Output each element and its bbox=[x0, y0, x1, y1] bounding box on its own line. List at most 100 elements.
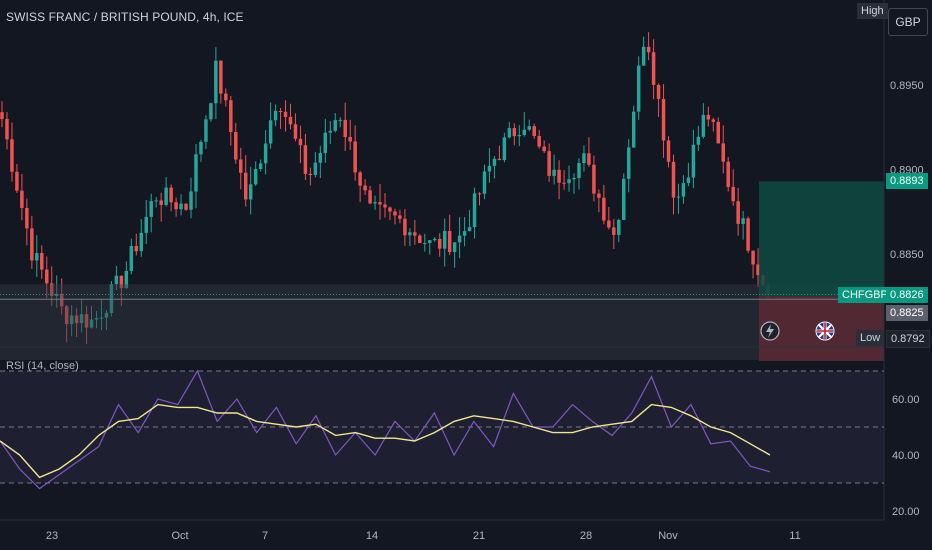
candle bbox=[636, 56, 641, 120]
candle-body bbox=[84, 314, 89, 328]
candle-body bbox=[104, 312, 109, 318]
rsi-tick-label: 60.00 bbox=[892, 394, 920, 406]
time-tick-label: 11 bbox=[789, 530, 800, 542]
symbol-tag: CHFGBP bbox=[838, 287, 892, 303]
lightning-icon bbox=[760, 321, 780, 341]
candle bbox=[676, 183, 681, 214]
candle-body bbox=[144, 216, 148, 233]
rsi-tick-label: 40.00 bbox=[892, 450, 920, 462]
candle bbox=[388, 206, 392, 221]
candle bbox=[522, 112, 527, 137]
candle-body bbox=[582, 153, 586, 164]
candle bbox=[383, 193, 387, 218]
candle bbox=[631, 105, 636, 148]
time-tick-label: Oct bbox=[171, 530, 188, 542]
candle bbox=[268, 102, 273, 149]
candle bbox=[582, 145, 586, 172]
candle-body bbox=[283, 111, 288, 117]
candle bbox=[587, 137, 591, 167]
candle bbox=[353, 125, 357, 181]
candle-body bbox=[234, 132, 238, 160]
time-tick-label: Nov bbox=[658, 530, 678, 542]
candle bbox=[681, 175, 686, 204]
candle bbox=[328, 121, 333, 144]
candle bbox=[54, 275, 59, 308]
candle bbox=[597, 189, 601, 213]
candle-body bbox=[622, 178, 626, 220]
candle bbox=[612, 219, 616, 249]
candle-body bbox=[308, 173, 313, 176]
candle bbox=[477, 192, 482, 206]
candle bbox=[164, 177, 168, 207]
position-overlay bbox=[0, 181, 884, 362]
candle-body bbox=[636, 65, 641, 112]
candle bbox=[617, 218, 621, 243]
candle bbox=[239, 147, 243, 190]
candle-body bbox=[482, 171, 487, 194]
candle bbox=[442, 218, 447, 267]
candle-body bbox=[656, 84, 661, 99]
candle bbox=[736, 187, 740, 236]
candle bbox=[368, 185, 372, 205]
candle-body bbox=[94, 317, 99, 320]
candle bbox=[20, 173, 24, 221]
candle-body bbox=[577, 163, 581, 178]
candle-body bbox=[537, 136, 541, 147]
candle-body bbox=[343, 119, 347, 137]
candle-body bbox=[681, 182, 686, 197]
candle bbox=[507, 122, 512, 139]
candle bbox=[557, 160, 561, 200]
candle-body bbox=[492, 158, 497, 166]
time-tick-label: 28 bbox=[580, 530, 592, 542]
lightning-icon-glyph bbox=[766, 324, 774, 338]
candle-body bbox=[199, 141, 203, 155]
candle-body bbox=[487, 165, 492, 172]
candle-body bbox=[462, 231, 467, 236]
candle bbox=[467, 210, 472, 232]
candle-body bbox=[288, 116, 293, 125]
candle-body bbox=[631, 111, 636, 148]
candle-body bbox=[253, 169, 258, 185]
candle bbox=[517, 125, 522, 146]
candle-body bbox=[25, 207, 29, 229]
candle-body bbox=[651, 52, 656, 85]
candle bbox=[119, 275, 124, 307]
time-tick-label: 21 bbox=[473, 530, 485, 542]
currency-button[interactable]: GBP bbox=[888, 8, 928, 36]
candle-body bbox=[10, 139, 14, 172]
candle-body bbox=[457, 235, 462, 243]
candle bbox=[462, 217, 467, 247]
candle bbox=[204, 115, 208, 150]
candle bbox=[363, 179, 367, 195]
candle-body bbox=[363, 185, 367, 191]
candle bbox=[308, 167, 313, 186]
candle-body bbox=[54, 293, 59, 296]
candle bbox=[686, 162, 691, 187]
candle-body bbox=[99, 317, 104, 319]
candle-body bbox=[348, 136, 352, 142]
candle-body bbox=[20, 190, 24, 208]
candle-body bbox=[373, 202, 377, 204]
candle-body bbox=[393, 211, 397, 216]
candle bbox=[666, 136, 671, 168]
candle bbox=[69, 305, 74, 337]
candle bbox=[159, 192, 163, 222]
candle bbox=[403, 209, 407, 246]
candle bbox=[224, 88, 228, 107]
candle bbox=[701, 103, 706, 139]
candle bbox=[726, 157, 730, 192]
candle-body bbox=[239, 159, 243, 173]
candle bbox=[472, 187, 477, 239]
candle-body bbox=[89, 319, 94, 328]
candle-body bbox=[129, 245, 134, 271]
candle-body bbox=[442, 230, 447, 249]
candle bbox=[567, 165, 571, 192]
candle-body bbox=[298, 138, 303, 146]
candle bbox=[622, 173, 626, 220]
uk-flag-cross-red bbox=[817, 323, 833, 339]
candle-body bbox=[353, 141, 357, 173]
candle-body bbox=[124, 270, 129, 289]
candle bbox=[333, 112, 338, 133]
